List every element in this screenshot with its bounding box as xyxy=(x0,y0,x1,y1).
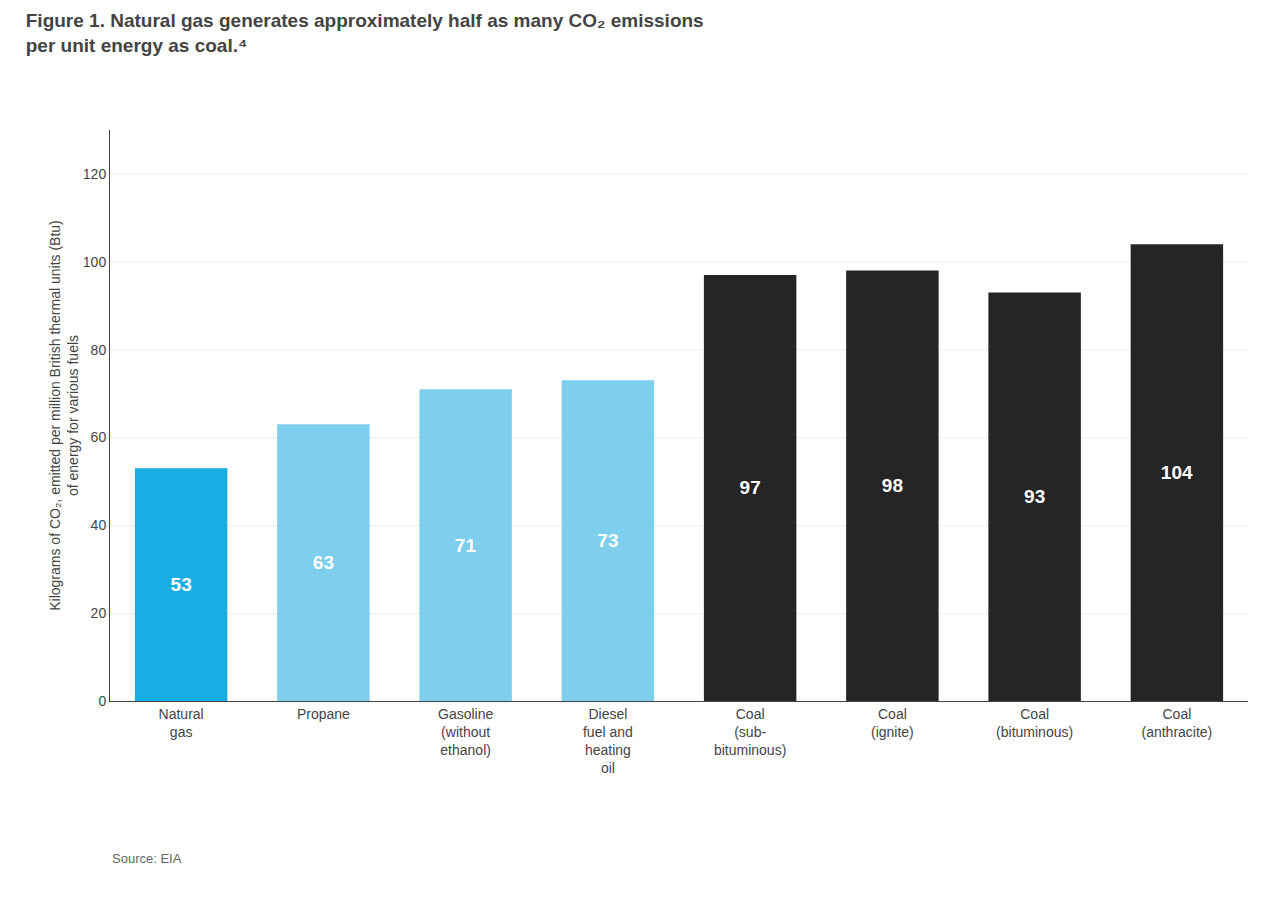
svg-text:Source: EIA: Source: EIA xyxy=(112,851,182,866)
svg-text:93: 93 xyxy=(1024,486,1045,507)
svg-text:Gasoline(withoutethanol): Gasoline(withoutethanol) xyxy=(438,706,493,758)
svg-text:60: 60 xyxy=(91,429,107,445)
svg-text:53: 53 xyxy=(171,574,192,595)
svg-text:40: 40 xyxy=(91,517,107,533)
svg-text:Figure 1. Natural gas generate: Figure 1. Natural gas generates approxim… xyxy=(26,10,704,56)
svg-text:Propane: Propane xyxy=(297,706,350,722)
svg-text:100: 100 xyxy=(83,254,107,270)
svg-text:Coal(anthracite): Coal(anthracite) xyxy=(1141,706,1212,740)
svg-text:0: 0 xyxy=(98,693,106,709)
svg-text:63: 63 xyxy=(313,552,334,573)
svg-text:71: 71 xyxy=(455,535,477,556)
svg-text:20: 20 xyxy=(91,605,107,621)
svg-text:97: 97 xyxy=(740,477,761,498)
svg-text:98: 98 xyxy=(882,475,903,496)
svg-text:120: 120 xyxy=(83,166,107,182)
svg-text:Dieselfuel andheatingoil: Dieselfuel andheatingoil xyxy=(583,706,633,777)
svg-text:Coal(ignite): Coal(ignite) xyxy=(871,706,914,740)
svg-text:104: 104 xyxy=(1161,462,1193,483)
svg-text:Naturalgas: Naturalgas xyxy=(159,706,204,740)
svg-text:Coal(bituminous): Coal(bituminous) xyxy=(996,706,1073,740)
svg-text:73: 73 xyxy=(597,530,618,551)
svg-text:80: 80 xyxy=(91,342,107,358)
svg-text:Kilograms of CO₂, emitted per: Kilograms of CO₂, emitted per million Br… xyxy=(47,220,81,611)
svg-text:Coal(sub-bituminous): Coal(sub-bituminous) xyxy=(714,706,786,758)
